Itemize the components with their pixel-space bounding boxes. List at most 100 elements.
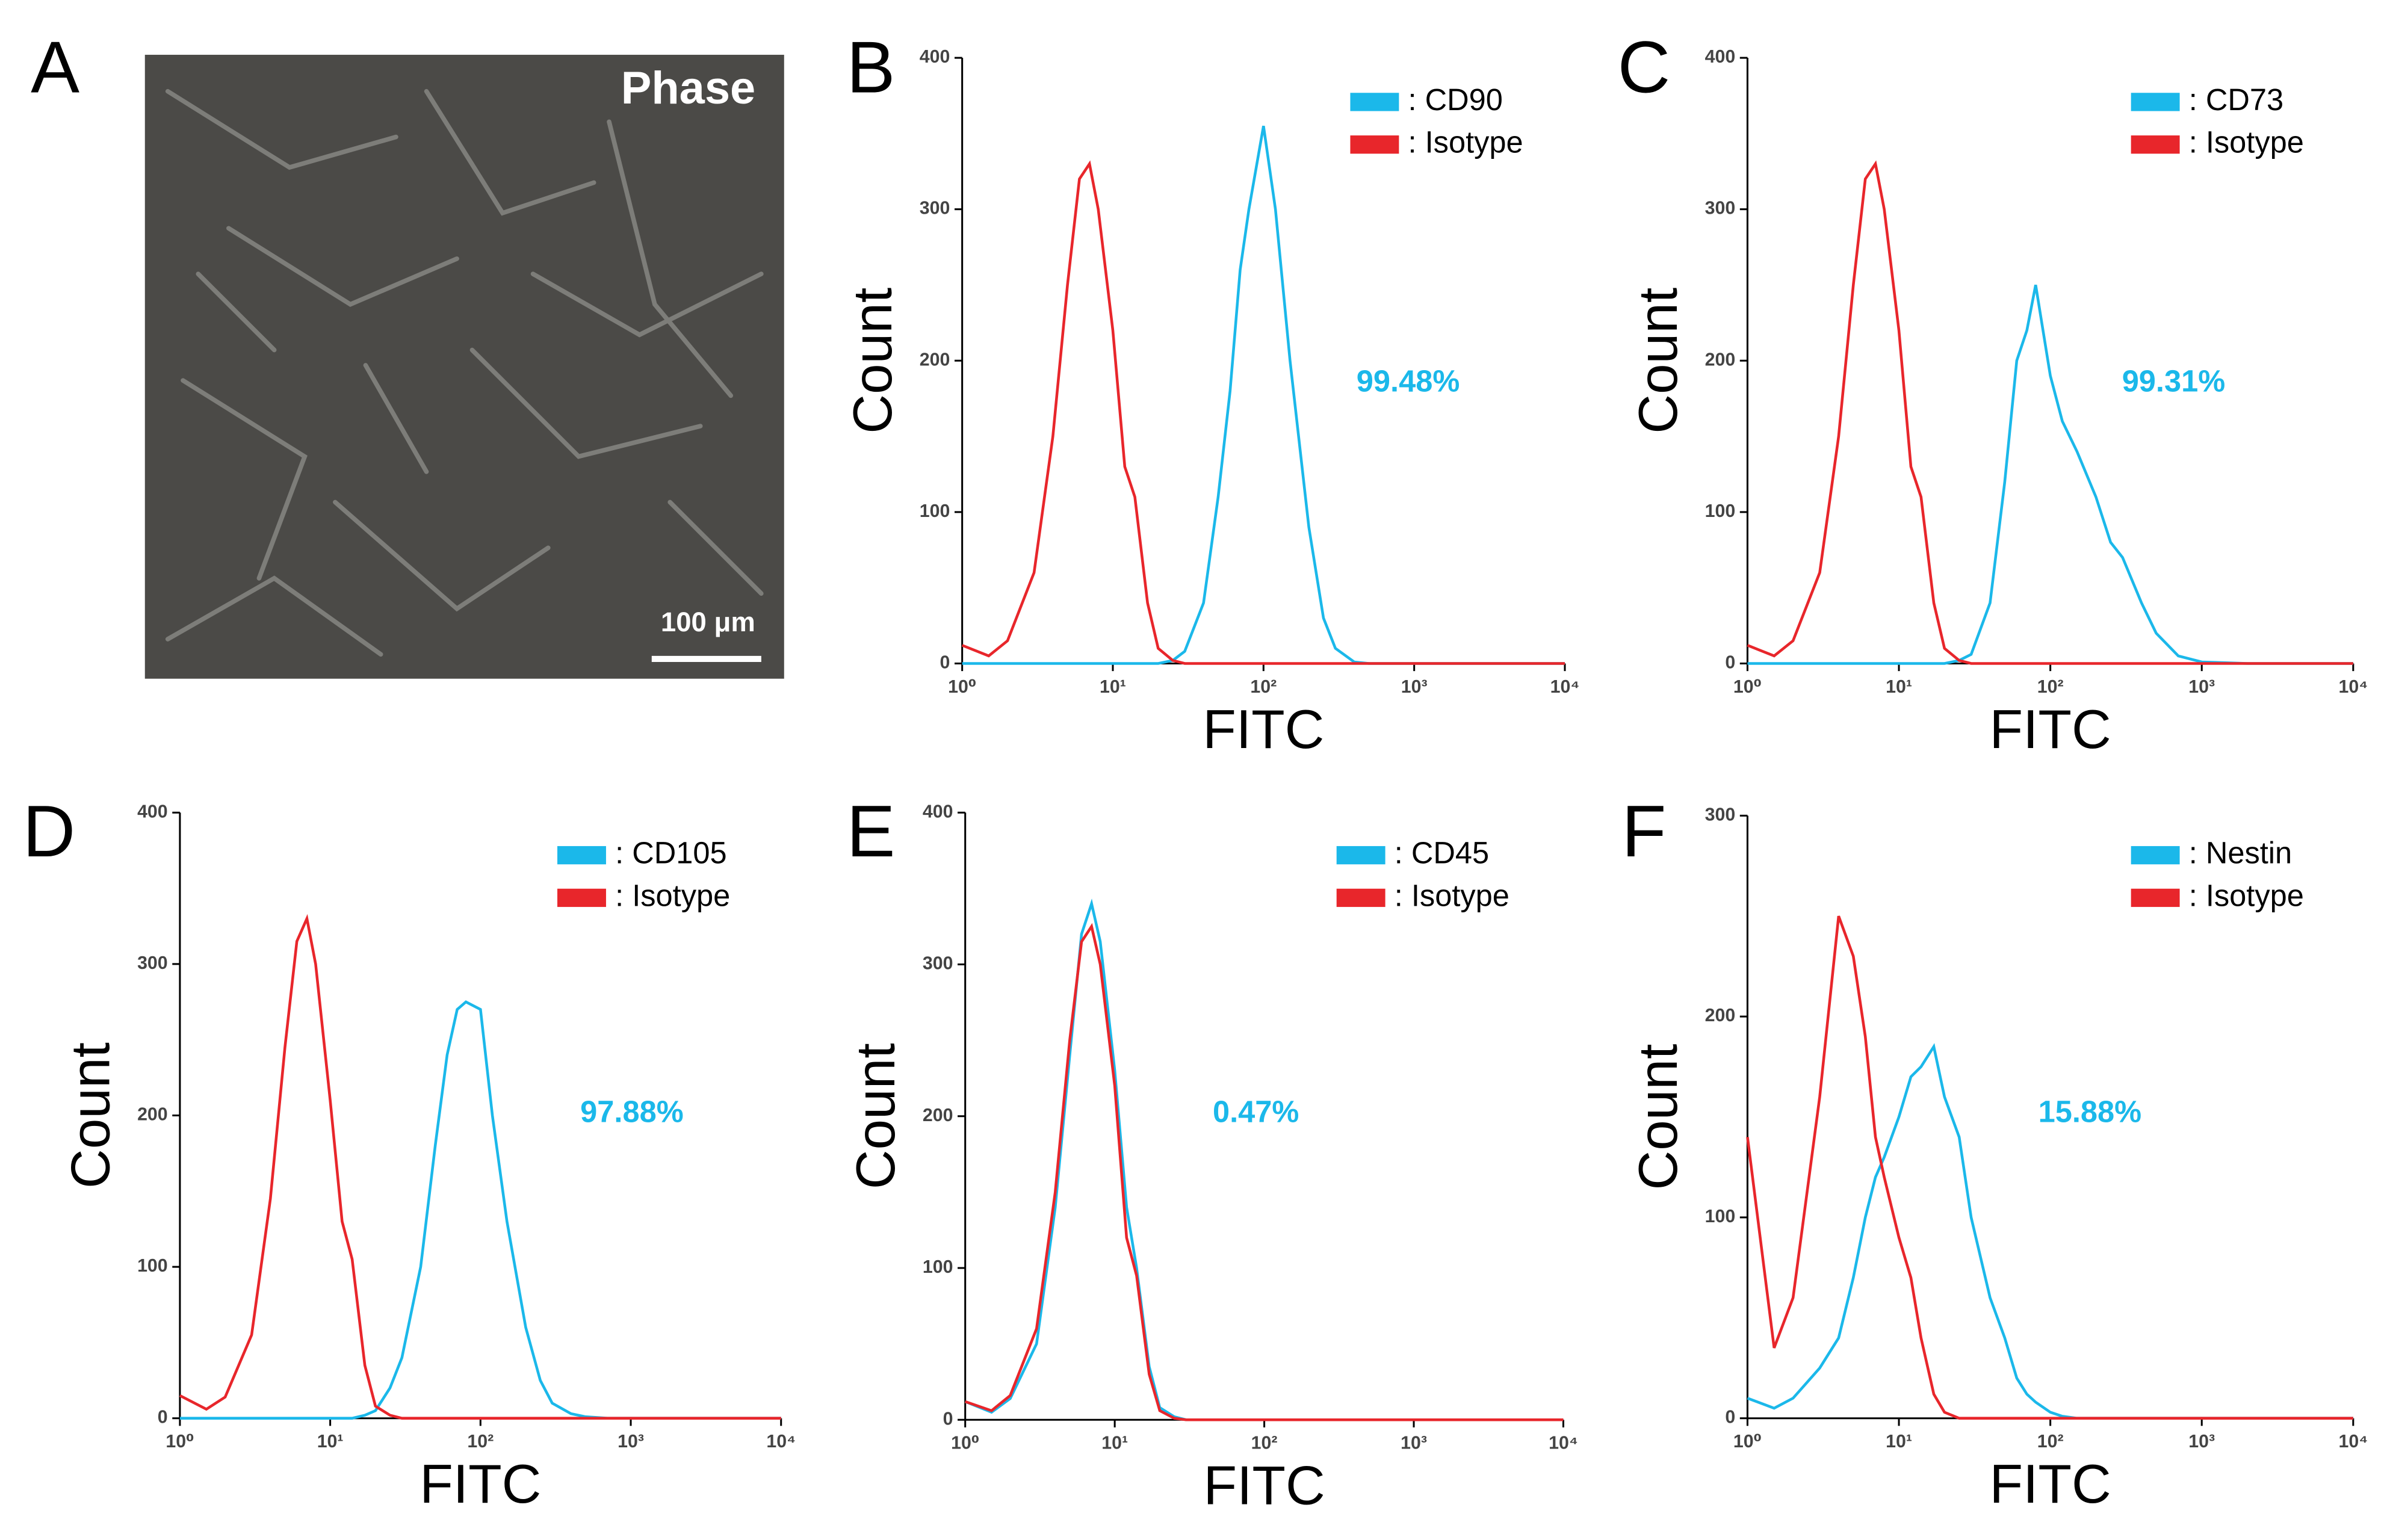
y-tick-label: 0 (940, 653, 950, 673)
y-tick-label: 300 (137, 953, 168, 973)
y-tick-label: 300 (923, 954, 953, 974)
y-tick-label: 100 (923, 1257, 953, 1277)
x-tick-label: 10³ (1401, 677, 1428, 697)
chart-panel: D 0 100 200 300 400 10⁰ 10¹ 10² 10³ 10⁴ FITC Count: … (23, 790, 796, 1515)
y-tick-label: 100 (1705, 501, 1736, 521)
y-tick-label: 300 (920, 199, 950, 218)
x-tick-label: 10⁰ (951, 1433, 979, 1453)
y-tick-label: 200 (1705, 1006, 1736, 1025)
histogram-line (1747, 285, 2353, 665)
x-axis-title: FITC (1990, 699, 2111, 760)
x-tick-label: 10² (1251, 1433, 1278, 1453)
legend-label: : Nestin (2189, 835, 2292, 870)
x-tick-label: 10⁴ (2338, 677, 2368, 697)
legend-label: : CD105 (615, 835, 727, 870)
x-tick-label: 10³ (2188, 677, 2215, 697)
panel-label: C (1618, 26, 1671, 108)
histogram-line (179, 1000, 781, 1420)
histogram-line (1747, 160, 2353, 665)
y-axis-title: Count (1628, 1044, 1689, 1190)
legend-label: : Isotype (1395, 878, 1509, 912)
histogram-line (961, 160, 1565, 665)
panel-label: A (31, 26, 79, 108)
histogram-line (964, 898, 1564, 1421)
histogram-line (1746, 915, 2353, 1420)
y-tick-label: 100 (1705, 1207, 1736, 1226)
legend-swatch (2131, 135, 2180, 154)
annotation: 97.88% (580, 1094, 683, 1128)
y-tick-label: 0 (158, 1408, 168, 1427)
annotation: 15.88% (2039, 1094, 2142, 1128)
legend-label: : CD73 (2189, 82, 2283, 117)
x-tick-label: 10¹ (1886, 677, 1912, 697)
x-axis-title: FITC (1203, 699, 1324, 760)
y-tick-label: 400 (923, 802, 953, 821)
phase-image: Phase 100 μm A (31, 26, 784, 679)
histogram-line (179, 914, 781, 1420)
panel-label: F (1621, 790, 1666, 872)
x-tick-label: 10⁰ (1733, 1432, 1762, 1452)
histogram-line (962, 125, 1565, 665)
legend-swatch (2131, 93, 2180, 111)
x-axis-title: FITC (1990, 1454, 2111, 1515)
micrograph (144, 55, 784, 679)
y-axis-title: Count (843, 288, 903, 434)
legend-label: : Isotype (2189, 125, 2304, 159)
x-axis-title: FITC (1203, 1456, 1325, 1517)
chart-panel: F 0 100 200 300 10⁰ 10¹ 10² 10³ 10⁴ FITC Count: Nes… (1621, 790, 2368, 1515)
y-tick-label: 0 (943, 1409, 953, 1429)
y-axis-title: Count (846, 1043, 906, 1189)
legend-swatch (1336, 846, 1385, 865)
x-tick-label: 10² (2037, 677, 2064, 697)
x-tick-label: 10⁰ (1733, 677, 1762, 697)
y-tick-label: 300 (1705, 199, 1736, 218)
x-tick-label: 10³ (618, 1432, 644, 1452)
legend-label: : CD90 (1408, 82, 1503, 117)
y-tick-label: 200 (1705, 350, 1736, 370)
annotation: 99.48% (1357, 364, 1460, 398)
chart-panel: E 0 100 200 300 400 10⁰ 10¹ 10² 10³ 10⁴ FITC Count: … (846, 790, 1578, 1517)
legend-swatch (1336, 888, 1385, 908)
y-tick-label: 0 (1725, 1408, 1735, 1427)
y-tick-label: 100 (920, 501, 950, 521)
y-axis-title: Count (60, 1042, 121, 1189)
cells (165, 88, 764, 657)
legend-label: : Isotype (1408, 125, 1523, 159)
y-tick-label: 100 (137, 1256, 168, 1276)
y-axis-title: Count (1628, 288, 1689, 434)
y-tick-label: 300 (1705, 805, 1736, 824)
x-tick-label: 10⁰ (948, 677, 976, 697)
x-tick-label: 10⁴ (766, 1432, 796, 1452)
x-tick-label: 10⁴ (1549, 1433, 1578, 1453)
y-tick-label: 200 (920, 350, 950, 370)
legend-swatch (557, 888, 606, 908)
x-tick-label: 10⁴ (1550, 677, 1580, 697)
x-tick-label: 10¹ (317, 1432, 344, 1452)
legend-label: : Isotype (615, 878, 730, 912)
chart-panel: C 0 100 200 300 400 10⁰ 10¹ 10² 10³ 10⁴ FITC Count: … (1618, 26, 2368, 759)
x-tick-label: 10¹ (1100, 677, 1126, 697)
y-tick-label: 400 (920, 47, 950, 67)
image-title: Phase (621, 63, 755, 114)
x-tick-label: 10² (2037, 1432, 2064, 1452)
x-tick-label: 10¹ (1101, 1433, 1128, 1453)
histogram-line (964, 923, 1564, 1421)
y-tick-label: 200 (137, 1105, 168, 1125)
panel-label: D (23, 790, 76, 872)
y-tick-label: 400 (1705, 47, 1736, 67)
x-tick-label: 10⁴ (2338, 1432, 2368, 1452)
annotation: 0.47% (1213, 1094, 1299, 1128)
x-tick-label: 10² (467, 1432, 494, 1452)
y-tick-label: 400 (137, 802, 168, 821)
x-tick-label: 10² (1250, 677, 1277, 697)
panel-label: E (846, 790, 895, 872)
legend-swatch (2131, 846, 2180, 865)
legend-swatch (557, 846, 606, 865)
legend-label: : Isotype (2189, 878, 2304, 912)
panel-label: B (846, 26, 895, 108)
annotation: 99.31% (2122, 364, 2226, 398)
scale-label: 100 μm (661, 607, 755, 637)
y-tick-label: 200 (923, 1106, 953, 1125)
